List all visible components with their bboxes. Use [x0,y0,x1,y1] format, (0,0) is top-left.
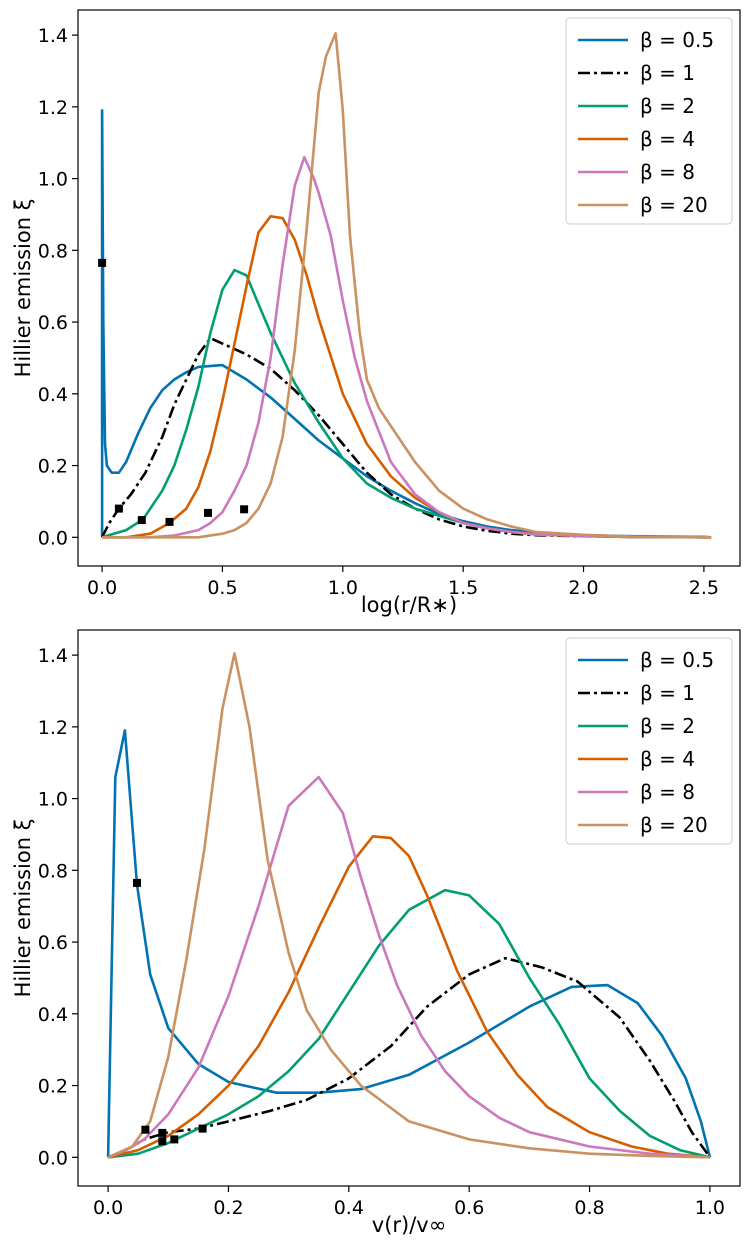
top-plot-frame [77,9,741,567]
top-legend-label-2: β = 2 [640,94,695,118]
top-legend-label-5: β = 20 [640,193,708,217]
top-x-ticks: 0.0 0.5 1.0 1.5 2.0 2.5 [87,566,719,599]
bottom-x-tick-label-2: 0.4 [334,1197,364,1219]
top-marker-0 [98,258,107,267]
bottom-legend-label-3: β = 4 [640,747,695,771]
bottom-series-line-2 [107,888,711,1159]
bottom-marker-2 [158,1128,167,1137]
top-lines [100,31,712,539]
top-markers [98,258,249,526]
bottom-marker-5 [198,1124,207,1133]
bottom-panel: 0.0 0.2 0.4 0.6 0.8 1.0 0.0 0.2 0.4 0.6 0.8 1.0 1.2… [11,629,741,1237]
bottom-marker-1 [141,1125,150,1134]
bottom-y-ticks: 0.0 0.2 0.4 0.6 0.8 1.0 1.2 1.4 [38,645,78,1169]
top-x-axis-label: log(r/R∗) [361,593,457,617]
bottom-x-tick-label-4: 0.8 [574,1197,604,1219]
bottom-marker-3 [158,1137,167,1146]
top-marker-2 [137,516,146,525]
top-y-tick-label-3: 0.6 [38,312,68,334]
bottom-y-tick-label-1: 0.2 [38,1076,68,1098]
bottom-y-tick-label-6: 1.2 [38,717,68,739]
top-series-line-4 [102,155,712,539]
top-series-line-1 [100,336,712,539]
top-y-axis-label: Hillier emission ξ [11,199,35,378]
bottom-series-line-3 [107,835,711,1159]
top-x-tick-label-1: 0.5 [207,577,237,599]
bottom-y-tick-label-5: 1.0 [38,789,68,811]
bottom-legend-label-2: β = 2 [640,714,695,738]
bottom-lines [106,652,712,1159]
top-series-line-3 [102,215,712,539]
top-marker-3 [165,517,174,526]
bottom-y-tick-label-3: 0.6 [38,932,68,954]
top-y-tick-label-7: 1.4 [38,25,68,47]
top-legend-label-3: β = 4 [640,127,695,151]
bottom-y-axis-label: Hillier emission ξ [11,819,35,998]
bottom-legend: β = 0.5 β = 1 β = 2 β = 4 β = 8 β = 20 [565,637,733,845]
top-y-tick-label-0: 0.0 [38,527,68,549]
top-y-ticks: 0.0 0.2 0.4 0.6 0.8 1.0 1.2 1.4 [38,25,78,549]
bottom-legend-label-5: β = 20 [640,813,708,837]
top-x-tick-label-4: 2.0 [568,577,598,599]
bottom-legend-label-0: β = 0.5 [640,648,714,672]
top-marker-5 [240,505,249,514]
top-series-line-5 [102,31,712,539]
bottom-y-tick-label-2: 0.4 [38,1004,68,1026]
top-legend-label-4: β = 8 [640,160,695,184]
top-marker-1 [114,504,123,513]
bottom-plot-frame [77,629,741,1187]
top-legend-label-1: β = 1 [640,61,695,85]
top-x-tick-label-5: 2.5 [689,577,719,599]
bottom-x-tick-label-3: 0.6 [454,1197,484,1219]
bottom-legend-label-4: β = 8 [640,780,695,804]
bottom-series-line-4 [107,775,710,1159]
bottom-series-line-5 [107,652,710,1159]
top-y-tick-label-1: 0.2 [38,456,68,478]
top-x-tick-label-3: 1.5 [448,577,478,599]
bottom-y-tick-label-4: 0.8 [38,860,68,882]
top-marker-4 [204,508,212,517]
top-panel: 0.0 0.5 1.0 1.5 2.0 2.5 0.0 0.2 0.4 0.6 0.8 1.0 1.2… [11,9,741,617]
top-legend: β = 0.5 β = 1 β = 2 β = 4 β = 8 β = 20 [565,17,733,225]
bottom-x-axis-label: v(r)/v∞ [372,1213,446,1237]
bottom-y-tick-label-7: 1.4 [38,645,68,667]
bottom-series-line-0 [106,729,712,1158]
bottom-marker-0 [133,878,141,887]
bottom-y-tick-label-0: 0.0 [38,1147,68,1169]
top-y-tick-label-2: 0.4 [38,384,68,406]
top-y-tick-label-5: 1.0 [38,169,68,191]
top-x-tick-label-2: 1.0 [328,577,358,599]
bottom-x-tick-label-0: 0.0 [93,1197,123,1219]
bottom-marker-4 [170,1135,179,1144]
bottom-x-tick-label-5: 1.0 [695,1197,725,1219]
top-y-tick-label-6: 1.2 [38,97,68,119]
top-series-line-0 [100,109,712,539]
bottom-markers [133,878,207,1146]
bottom-x-tick-label-1: 0.2 [213,1197,243,1219]
top-legend-label-0: β = 0.5 [640,28,714,52]
bottom-legend-label-1: β = 1 [640,681,695,705]
top-x-tick-label-0: 0.0 [87,577,117,599]
bottom-x-ticks: 0.0 0.2 0.4 0.6 0.8 1.0 [93,1186,725,1219]
top-y-tick-label-4: 0.8 [38,240,68,262]
